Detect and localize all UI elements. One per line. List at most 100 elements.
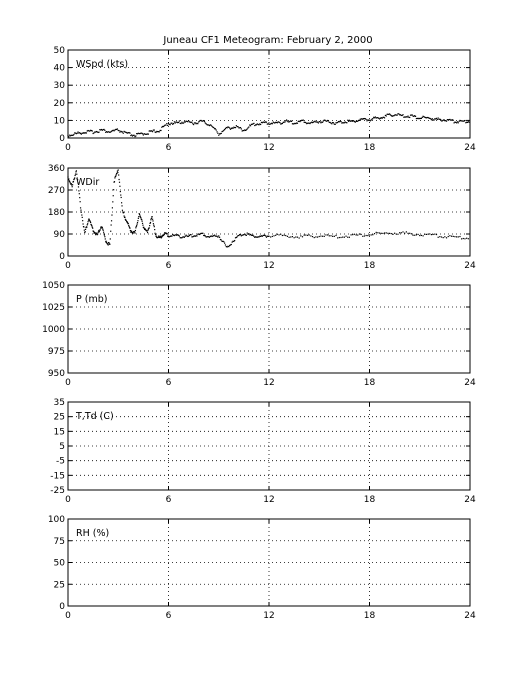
data-point (437, 117, 439, 119)
data-point (123, 130, 125, 133)
data-point (69, 135, 72, 137)
x-tick-label: 18 (364, 378, 376, 388)
data-point (157, 131, 160, 133)
data-point (267, 235, 269, 237)
data-point (435, 117, 438, 119)
data-point (172, 123, 174, 125)
data-point (123, 215, 125, 217)
data-point (103, 128, 105, 131)
data-point (209, 124, 211, 126)
data-point (151, 216, 153, 218)
data-point (362, 235, 364, 237)
data-point (102, 129, 104, 131)
data-point (356, 120, 358, 122)
data-point (101, 129, 103, 131)
data-point (443, 119, 445, 121)
data-point (76, 173, 78, 175)
data-point (278, 121, 280, 123)
data-point (230, 243, 232, 246)
data-point (321, 121, 323, 123)
data-point (126, 220, 128, 223)
data-point (95, 232, 97, 234)
x-tick-label: 0 (65, 611, 71, 621)
data-point (161, 126, 163, 128)
y-tick-label: 180 (48, 208, 65, 218)
data-point (83, 226, 85, 228)
data-point (461, 120, 463, 122)
data-point (216, 235, 218, 237)
y-tick-label: 40 (54, 64, 66, 74)
data-point (139, 213, 141, 216)
data-point (357, 234, 359, 236)
data-point (74, 173, 77, 175)
data-point (119, 185, 121, 187)
x-tick-label: 18 (364, 495, 376, 505)
data-point (291, 236, 294, 238)
data-point (455, 121, 457, 123)
data-point (422, 235, 424, 237)
data-point (115, 128, 117, 131)
data-point (79, 197, 81, 199)
data-point (270, 123, 272, 125)
data-point (445, 237, 448, 239)
data-point (330, 122, 332, 124)
data-point (363, 235, 366, 237)
data-point (193, 235, 196, 237)
data-point (88, 219, 90, 221)
data-point (218, 236, 221, 238)
data-point (240, 128, 242, 130)
data-point (121, 205, 123, 207)
data-point (447, 119, 449, 121)
data-point (427, 116, 429, 119)
data-point (429, 117, 431, 119)
data-point (205, 236, 207, 238)
data-point (221, 240, 223, 243)
data-point (397, 113, 399, 115)
data-point (208, 236, 210, 238)
data-point (412, 115, 414, 117)
data-point (167, 122, 170, 125)
data-point (327, 234, 329, 236)
data-point (198, 233, 201, 236)
data-point (206, 124, 208, 126)
data-point (68, 136, 70, 138)
data-point (89, 220, 91, 223)
data-point (133, 231, 136, 233)
data-point (143, 226, 145, 228)
data-point (366, 120, 368, 122)
data-point (254, 236, 256, 238)
data-point (207, 236, 209, 238)
data-point (98, 231, 101, 233)
data-point (221, 130, 223, 133)
data-point (266, 123, 268, 125)
data-point (75, 171, 77, 173)
data-point (386, 113, 388, 115)
data-point (357, 120, 359, 122)
data-point (203, 119, 205, 122)
data-point (296, 236, 299, 238)
data-point (178, 235, 180, 237)
data-point (382, 232, 384, 235)
data-point (281, 122, 283, 125)
data-point (396, 114, 398, 116)
data-point (187, 121, 189, 123)
data-point (161, 235, 163, 238)
data-point (347, 119, 349, 121)
data-point (111, 214, 113, 216)
data-point (177, 122, 179, 124)
y-tick-label: 0 (59, 134, 65, 144)
x-tick-label: 24 (464, 495, 476, 505)
data-point (446, 119, 448, 121)
data-point (100, 128, 103, 131)
data-point (84, 132, 87, 134)
data-point (193, 235, 195, 237)
data-point (347, 120, 350, 122)
data-point (213, 126, 215, 129)
data-point (395, 233, 397, 235)
data-point (127, 132, 129, 134)
data-point (328, 235, 330, 237)
data-point (95, 131, 97, 133)
data-point (351, 120, 353, 122)
data-point (328, 121, 330, 123)
data-point (97, 131, 99, 134)
